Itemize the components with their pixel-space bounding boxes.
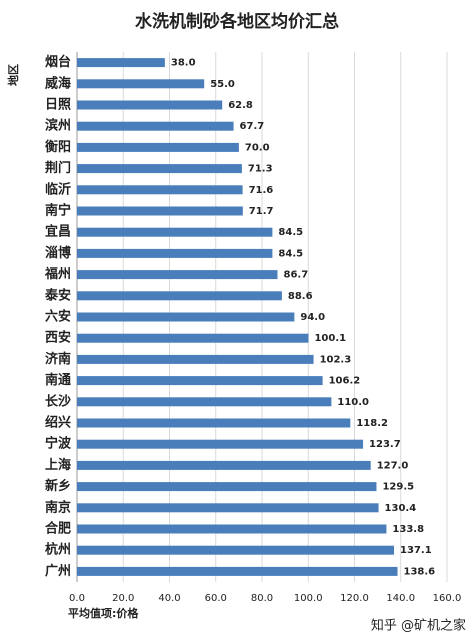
bar [77,545,395,555]
x-tick-label: 40.0 [158,593,180,604]
bar [77,418,351,428]
bar [77,397,332,407]
x-tick-label: 120.0 [340,593,369,604]
bar [77,248,273,258]
value-label: 71.6 [249,185,274,196]
y-tick-label: 滨州 [45,118,71,134]
y-tick-label: 六安 [45,309,71,325]
bar [77,312,295,322]
y-tick-label: 淄博 [45,245,71,261]
y-tick-label: 衡阳 [45,139,71,155]
bar [77,566,398,576]
y-tick-label: 长沙 [45,393,71,409]
y-tick-label: 广州 [45,563,71,579]
y-tick-label: 上海 [45,457,71,473]
chart-title: 水洗机制砂各地区均价汇总 [135,11,339,32]
bar [77,460,371,470]
value-label: 84.5 [278,248,303,259]
x-tick-label: 100.0 [294,593,323,604]
y-tick-label: 福州 [44,266,71,282]
bar [77,121,234,131]
bar [77,376,323,386]
y-tick-label: 杭州 [45,542,71,558]
value-label: 55.0 [210,79,235,90]
bar [77,100,223,110]
value-label: 102.3 [320,354,352,365]
value-label: 118.2 [356,418,388,429]
y-axis-label: 地区 [6,64,20,86]
y-tick-label: 南通 [45,372,71,388]
value-label: 106.2 [329,376,361,387]
value-label: 129.5 [382,482,414,493]
y-tick-label: 日照 [45,98,71,113]
value-label: 86.7 [283,270,308,281]
bar [77,58,165,68]
x-tick-label: 80.0 [251,593,273,604]
y-tick-label: 绍兴 [45,415,71,431]
bar [77,439,364,449]
bar [77,333,309,343]
value-label: 38.0 [171,58,196,69]
bar [77,142,239,152]
value-label: 71.7 [249,206,274,217]
value-label: 127.0 [377,460,409,471]
bar [77,164,242,174]
value-label: 133.8 [392,524,424,535]
y-tick-label: 南宁 [45,203,71,219]
x-tick-label: 60.0 [205,593,227,604]
bar [77,482,377,492]
bar [77,291,282,301]
y-tick-label: 荆门 [45,160,71,176]
y-tick-label: 宜昌 [45,224,71,240]
value-label: 94.0 [300,312,325,323]
x-tick-label: 140.0 [386,593,415,604]
bar [77,524,387,534]
y-tick-label: 烟台 [45,54,71,70]
value-label: 62.8 [228,100,253,111]
bar [77,185,243,195]
y-tick-label: 宁波 [45,436,72,452]
y-tick-label: 新乡 [45,478,71,494]
bar [77,503,379,513]
y-tick-label: 威海 [45,75,71,91]
x-tick-label: 20.0 [112,593,134,604]
y-tick-label: 济南 [45,351,71,367]
x-axis-label: 平均值项:价格 [68,606,139,620]
y-tick-label: 合肥 [45,521,71,537]
bar [77,270,278,280]
bar [77,79,205,89]
y-tick-label: 临沂 [45,181,71,197]
x-tick-label: 0.0 [69,593,85,604]
value-label: 130.4 [385,503,417,514]
value-label: 137.1 [400,545,432,556]
value-label: 123.7 [369,439,401,450]
bar [77,354,314,364]
value-label: 100.1 [314,333,346,344]
x-tick-label: 160.0 [433,593,462,604]
value-label: 138.6 [404,566,436,577]
y-tick-label: 南京 [45,499,71,515]
bar [77,227,273,237]
value-label: 71.3 [248,164,273,175]
y-tick-label: 西安 [45,330,71,346]
bar [77,206,243,216]
value-label: 88.6 [288,291,313,302]
value-label: 84.5 [278,227,303,238]
value-label: 70.0 [245,142,270,153]
value-label: 110.0 [337,397,369,408]
value-label: 67.7 [240,121,265,132]
watermark: 知乎 @矿机之家 [371,618,466,634]
y-tick-label: 泰安 [44,287,71,303]
